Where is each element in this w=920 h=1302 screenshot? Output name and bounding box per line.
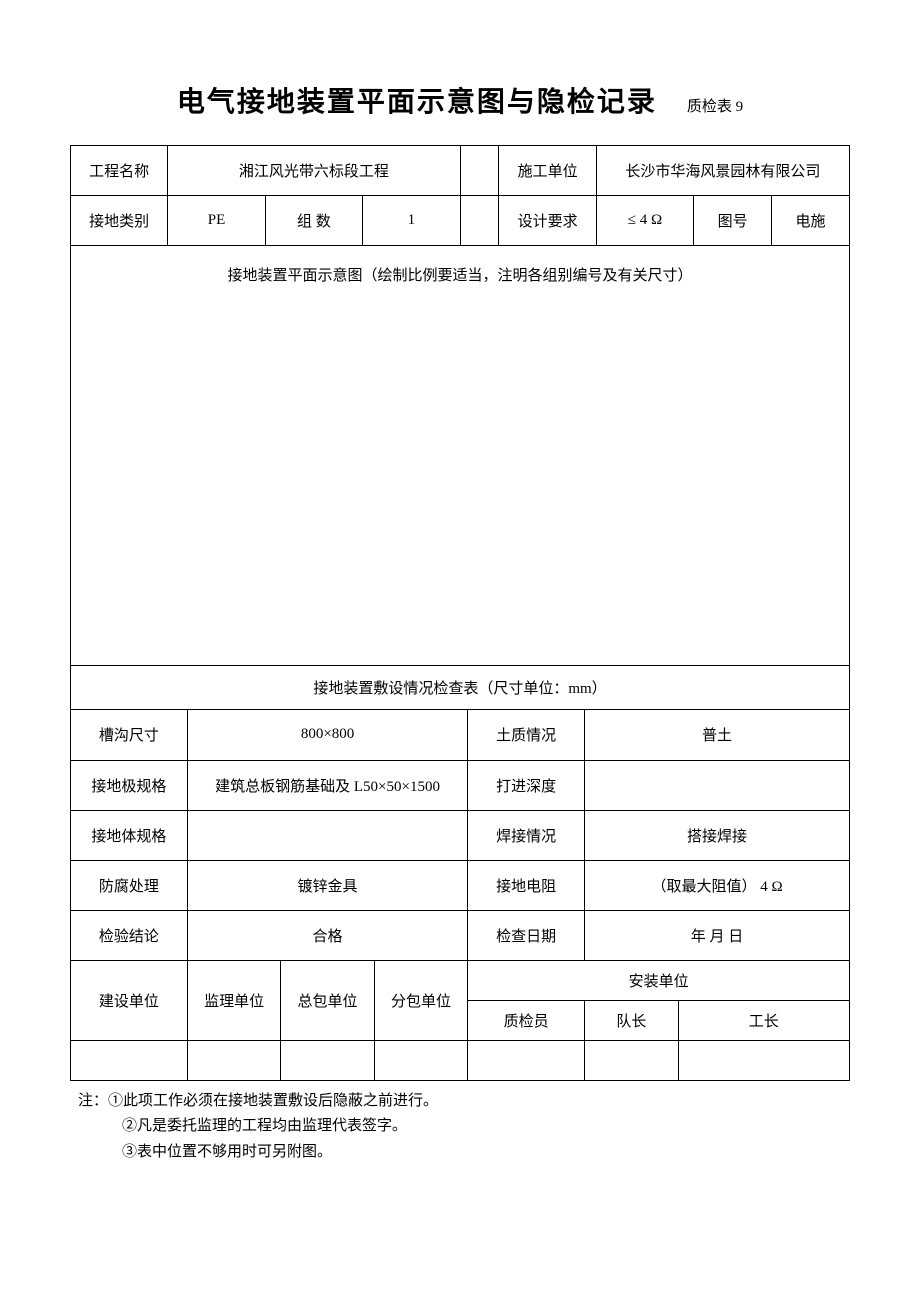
diagram-area [71, 296, 850, 666]
supervision-unit-sig [187, 1040, 280, 1080]
table-row: 检验结论 合格 检查日期 年 月 日 [71, 910, 850, 960]
gap-cell [460, 196, 499, 246]
project-name-label: 工程名称 [71, 146, 168, 196]
inspection-table: 槽沟尺寸 800×800 土质情况 普土 接地极规格 建筑总板钢筋基础及 L50… [70, 710, 850, 1081]
anticorrosion-value: 镀锌金具 [187, 860, 467, 910]
group-count-value: 1 [363, 196, 460, 246]
design-req-label: 设计要求 [499, 196, 596, 246]
diagram-header: 接地装置平面示意图（绘制比例要适当，注明各组别编号及有关尺寸） [71, 246, 850, 296]
ground-type-value: PE [168, 196, 265, 246]
construction-unit-label: 施工单位 [499, 146, 596, 196]
date-label: 检查日期 [468, 910, 585, 960]
ground-type-label: 接地类别 [71, 196, 168, 246]
header-row-1: 工程名称 湘江风光带六标段工程 施工单位 长沙市华海风景园林有限公司 [71, 146, 850, 196]
general-contractor-sig-label: 总包单位 [281, 960, 374, 1040]
resistance-value: （取最大阻值） 4 Ω [585, 860, 850, 910]
soil-label: 土质情况 [468, 710, 585, 760]
construction-unit-sig [71, 1040, 188, 1080]
signature-header-row: 建设单位 监理单位 总包单位 分包单位 安装单位 [71, 960, 850, 1000]
electrode-spec-label: 接地极规格 [71, 760, 188, 810]
header-row-2: 接地类别 PE 组 数 1 设计要求 ≤ 4 Ω 图号 电施 [71, 196, 850, 246]
soil-value: 普土 [585, 710, 850, 760]
note-3: ③表中位置不够用时可另附图。 [78, 1140, 850, 1166]
welding-value: 搭接焊接 [585, 810, 850, 860]
gap-cell [460, 146, 499, 196]
title-row: 电气接地装置平面示意图与隐检记录 质检表 9 [70, 80, 850, 120]
inspection-header: 接地装置敷设情况检查表（尺寸单位：mm） [71, 666, 850, 710]
note-2: ②凡是委托监理的工程均由监理代表签字。 [78, 1114, 850, 1140]
main-table: 工程名称 湘江风光带六标段工程 施工单位 长沙市华海风景园林有限公司 接地类别 … [70, 145, 850, 710]
date-value: 年 月 日 [585, 910, 850, 960]
page-title: 电气接地装置平面示意图与隐检记录 [177, 80, 657, 120]
signature-value-row [71, 1040, 850, 1080]
form-number: 质检表 9 [687, 95, 743, 116]
supervision-unit-sig-label: 监理单位 [187, 960, 280, 1040]
electrode-spec-value: 建筑总板钢筋基础及 L50×50×1500 [187, 760, 467, 810]
drive-depth-value [585, 760, 850, 810]
general-contractor-sig [281, 1040, 374, 1080]
ground-body-spec-label: 接地体规格 [71, 810, 188, 860]
qc-label: 质检员 [468, 1000, 585, 1040]
foreman-label: 工长 [678, 1000, 849, 1040]
table-row: 接地体规格 焊接情况 搭接焊接 [71, 810, 850, 860]
drawing-no-value: 电施 [772, 196, 850, 246]
table-row: 接地极规格 建筑总板钢筋基础及 L50×50×1500 打进深度 [71, 760, 850, 810]
construction-unit-sig-label: 建设单位 [71, 960, 188, 1040]
subcontractor-sig [374, 1040, 467, 1080]
conclusion-label: 检验结论 [71, 910, 188, 960]
team-leader-label: 队长 [585, 1000, 678, 1040]
subcontractor-sig-label: 分包单位 [374, 960, 467, 1040]
foreman-sig [678, 1040, 849, 1080]
trench-size-label: 槽沟尺寸 [71, 710, 188, 760]
trench-size-value: 800×800 [187, 710, 467, 760]
construction-unit-value: 长沙市华海风景园林有限公司 [596, 146, 849, 196]
install-unit-label: 安装单位 [468, 960, 850, 1000]
notes-section: 注：①此项工作必须在接地装置敷设后隐蔽之前进行。 ②凡是委托监理的工程均由监理代… [70, 1089, 850, 1166]
design-req-value: ≤ 4 Ω [596, 196, 693, 246]
qc-sig [468, 1040, 585, 1080]
resistance-label: 接地电阻 [468, 860, 585, 910]
note-1: 注：①此项工作必须在接地装置敷设后隐蔽之前进行。 [78, 1089, 850, 1115]
drawing-no-label: 图号 [694, 196, 772, 246]
project-name-value: 湘江风光带六标段工程 [168, 146, 460, 196]
table-row: 槽沟尺寸 800×800 土质情况 普土 [71, 710, 850, 760]
table-row: 防腐处理 镀锌金具 接地电阻 （取最大阻值） 4 Ω [71, 860, 850, 910]
team-leader-sig [585, 1040, 678, 1080]
anticorrosion-label: 防腐处理 [71, 860, 188, 910]
conclusion-value: 合格 [187, 910, 467, 960]
welding-label: 焊接情况 [468, 810, 585, 860]
drive-depth-label: 打进深度 [468, 760, 585, 810]
group-count-label: 组 数 [265, 196, 362, 246]
ground-body-spec-value [187, 810, 467, 860]
